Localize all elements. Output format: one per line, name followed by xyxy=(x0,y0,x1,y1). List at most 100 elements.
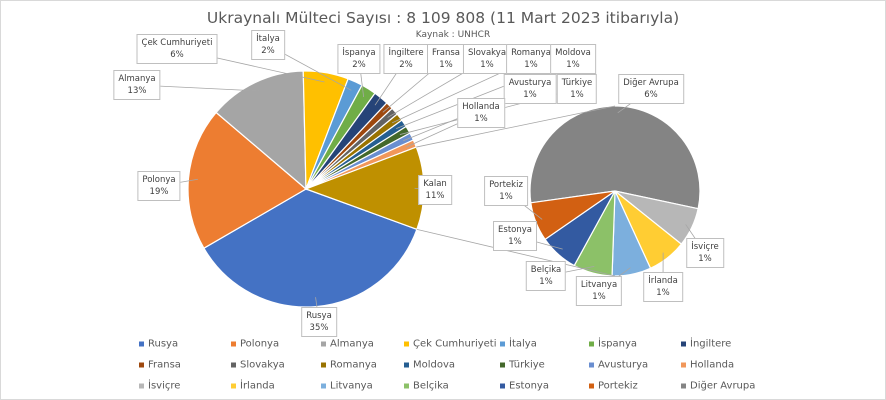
legend-label: Hollanda xyxy=(690,359,735,371)
legend-item-isvicre: İsviçre xyxy=(139,381,180,392)
legend-label: İrlanda xyxy=(240,380,275,392)
legend-swatch xyxy=(404,362,409,368)
data-label-value: 1% xyxy=(474,114,488,124)
legend-label: İtalya xyxy=(509,338,537,350)
data-label-diger-avrupa: Diğer Avrupa 6% xyxy=(618,74,684,104)
legend-swatch xyxy=(404,383,409,389)
legend-swatch xyxy=(500,383,505,389)
data-label-isvicre: İsviçre 1% xyxy=(686,238,724,268)
legend-item-fransa: Fransa xyxy=(139,360,181,371)
data-label-name: Rusya xyxy=(306,311,332,321)
legend-swatch xyxy=(231,341,236,347)
data-label-turkiye: Türkiye 1% xyxy=(556,74,598,104)
legend-swatch xyxy=(139,383,144,389)
data-label-value: 2% xyxy=(399,60,413,70)
legend-label: Romanya xyxy=(330,359,377,371)
data-label-value: 35% xyxy=(309,323,329,333)
data-label-name: Diğer Avrupa xyxy=(623,78,679,88)
data-label-belcika: Belçika 1% xyxy=(525,261,567,291)
data-label-value: 6% xyxy=(170,50,184,60)
legend-swatch xyxy=(139,341,144,347)
data-label-name: Almanya xyxy=(118,74,156,84)
legend-swatch xyxy=(681,362,686,368)
data-label-italya: İtalya 2% xyxy=(251,30,285,60)
data-label-name: İrlanda xyxy=(648,276,678,286)
legend-swatch xyxy=(321,341,326,347)
legend-swatch xyxy=(139,362,144,368)
data-label-value: 19% xyxy=(149,187,169,197)
legend-label: Estonya xyxy=(509,380,549,392)
data-label-value: 1% xyxy=(698,254,712,264)
data-label-ingiltere: İngiltere 2% xyxy=(383,44,429,74)
data-label-estonya: Estonya 1% xyxy=(493,221,537,251)
legend-label: İsviçre xyxy=(148,380,181,392)
legend-swatch xyxy=(500,341,505,347)
data-label-value: 1% xyxy=(566,60,580,70)
legend-swatch xyxy=(321,383,326,389)
legend-swatch xyxy=(681,341,686,347)
data-label-name: Hollanda xyxy=(462,102,500,112)
data-label-rusya: Rusya 35% xyxy=(301,307,337,337)
data-label-name: Çek Cumhuriyeti xyxy=(141,38,213,48)
data-label-kalan: Kalan 11% xyxy=(418,175,452,205)
data-label-cek-cumhuriyeti: Çek Cumhuriyeti 6% xyxy=(136,34,218,64)
data-label-litvanya: Litvanya 1% xyxy=(575,276,623,306)
legend-label: Slovakya xyxy=(240,359,285,371)
data-label-moldova: Moldova 1% xyxy=(550,44,596,74)
legend-swatch xyxy=(589,362,594,368)
legend-item-diger-avrupa: Diğer Avrupa xyxy=(681,381,755,392)
legend-swatch xyxy=(231,362,236,368)
data-label-name: Portekiz xyxy=(489,180,523,190)
legend-label: Moldova xyxy=(413,359,456,371)
legend-label: Diğer Avrupa xyxy=(690,380,756,392)
legend-swatch xyxy=(321,362,326,368)
legend-item-portekiz: Portekiz xyxy=(589,381,638,392)
data-label-value: 2% xyxy=(261,46,275,56)
data-label-name: İtalya xyxy=(256,34,280,44)
primary-slice-almanya xyxy=(215,70,307,191)
data-label-value: 6% xyxy=(644,90,658,100)
data-label-portekiz: Portekiz 1% xyxy=(484,176,528,206)
data-label-value: 11% xyxy=(425,191,445,201)
data-label-name: İsviçre xyxy=(691,242,719,252)
legend-swatch xyxy=(589,341,594,347)
legend-label: İspanya xyxy=(598,338,638,350)
data-label-value: 13% xyxy=(127,86,147,96)
data-label-name: Polonya xyxy=(142,175,176,185)
legend-swatch xyxy=(589,383,594,389)
data-label-value: 1% xyxy=(508,237,522,247)
legend-item-belcika: Belçika xyxy=(404,381,449,392)
legend-item-irlanda: İrlanda xyxy=(231,381,275,392)
data-label-slovakya: Slovakya 1% xyxy=(462,44,512,74)
legend-item-hollanda: Hollanda xyxy=(681,360,734,371)
data-label-value: 2% xyxy=(352,60,366,70)
legend-label: Fransa xyxy=(148,359,181,371)
legend-swatch xyxy=(404,341,409,347)
legend-item-ispanya: İspanya xyxy=(589,339,637,350)
data-label-avusturya: Avusturya 1% xyxy=(503,74,557,104)
data-label-value: 1% xyxy=(480,60,494,70)
legend-item-cek-cumhuriyeti: Çek Cumhuriyeti xyxy=(404,339,497,350)
secondary-slice-diger-avrupa xyxy=(529,105,701,210)
data-label-name: Belçika xyxy=(530,265,562,275)
chart-title: Ukraynalı Mülteci Sayısı : 8 109 808 (11… xyxy=(206,9,680,27)
primary-slice-rusya xyxy=(203,188,418,308)
legend-label: Belçika xyxy=(413,380,449,392)
primary-slice-polonya xyxy=(187,111,308,250)
data-label-almanya: Almanya 13% xyxy=(113,70,161,100)
data-label-name: Moldova xyxy=(555,48,591,58)
data-label-name: Slovakya xyxy=(467,48,507,58)
legend-item-turkiye: Türkiye xyxy=(500,360,545,371)
data-label-name: İngiltere xyxy=(388,48,424,58)
data-label-value: 1% xyxy=(523,90,537,100)
data-label-name: Romanya xyxy=(511,48,551,58)
data-label-name: İspanya xyxy=(342,48,376,58)
legend-swatch xyxy=(500,362,505,368)
legend-item-moldova: Moldova xyxy=(404,360,455,371)
data-label-value: 1% xyxy=(524,60,538,70)
legend-item-ingiltere: İngiltere xyxy=(681,339,731,350)
connector-line-bottom xyxy=(416,228,616,277)
legend-item-avusturya: Avusturya xyxy=(589,360,648,371)
